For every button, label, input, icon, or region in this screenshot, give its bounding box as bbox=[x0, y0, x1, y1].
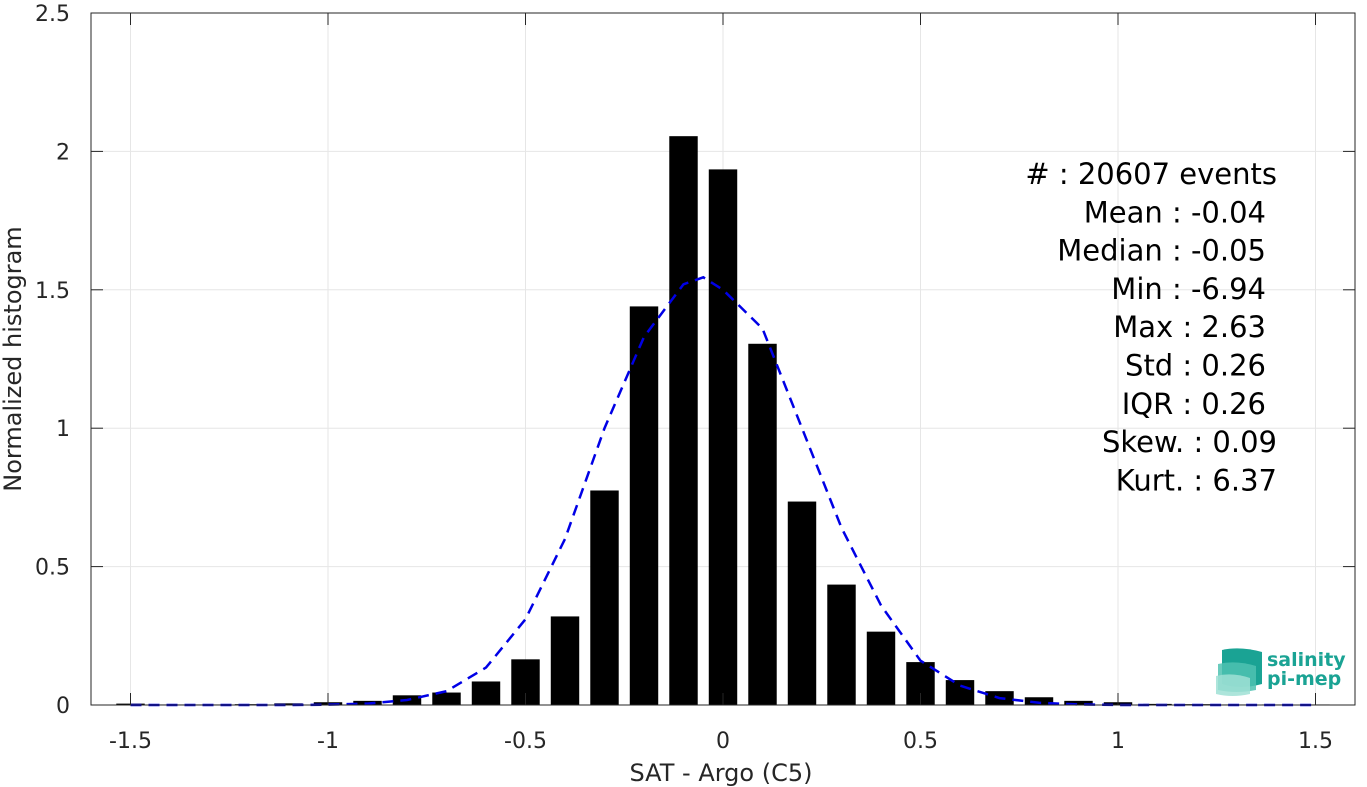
y-tick-label: 2.5 bbox=[35, 2, 70, 27]
y-tick-label: 1 bbox=[56, 417, 70, 442]
bar bbox=[432, 692, 461, 705]
stat-line: Max : 2.63 bbox=[1113, 310, 1266, 344]
x-tick-label: 0.5 bbox=[903, 729, 938, 754]
y-tick-labels: 0 0.5 1 1.5 2 2.5 bbox=[35, 2, 70, 719]
y-axis-label: Normalized histogram bbox=[0, 226, 27, 491]
y-tick-label: 2 bbox=[56, 140, 70, 165]
salinity-pimep-logo: salinity pi-mep bbox=[1216, 648, 1346, 696]
x-tick-label: -1.5 bbox=[109, 729, 152, 754]
bars bbox=[116, 136, 1330, 706]
bar bbox=[787, 501, 817, 705]
bar bbox=[629, 306, 659, 705]
x-tick-label: -0.5 bbox=[504, 729, 547, 754]
x-tick-label: 1.5 bbox=[1298, 729, 1333, 754]
axis-ticks bbox=[91, 12, 1355, 706]
bar bbox=[827, 584, 856, 705]
stat-line: Std : 0.26 bbox=[1125, 349, 1266, 383]
bar bbox=[274, 703, 303, 705]
stat-line: Median : -0.05 bbox=[1057, 234, 1266, 268]
stat-line: Kurt. : 6.37 bbox=[1116, 463, 1277, 497]
bar bbox=[708, 169, 738, 706]
bar bbox=[1064, 700, 1093, 705]
stat-line: Min : -6.94 bbox=[1111, 272, 1266, 306]
y-tick-label: 1.5 bbox=[35, 279, 70, 304]
bar bbox=[669, 136, 698, 705]
y-tick-label: 0.5 bbox=[35, 556, 70, 581]
logo-line2: pi-mep bbox=[1267, 668, 1341, 690]
stat-line: IQR : 0.26 bbox=[1122, 387, 1266, 421]
bar bbox=[471, 681, 501, 705]
bar bbox=[590, 490, 619, 705]
stat-line: Skew. : 0.09 bbox=[1102, 425, 1277, 459]
x-tick-labels: -1.5 -1 -0.5 0 0.5 1 1.5 bbox=[109, 729, 1333, 754]
x-tick-label: -1 bbox=[317, 729, 339, 754]
x-tick-label: 0 bbox=[716, 729, 730, 754]
bar bbox=[748, 343, 777, 705]
stat-line: Mean : -0.04 bbox=[1084, 195, 1266, 229]
y-tick-label: 0 bbox=[56, 694, 70, 719]
x-axis-label: SAT - Argo (C5) bbox=[630, 759, 813, 787]
bar bbox=[550, 616, 580, 705]
stat-line: # : 20607 events bbox=[1025, 157, 1277, 191]
logo-line1: salinity bbox=[1267, 649, 1346, 671]
stats-box: # : 20607 events Mean : -0.04 Median : -0.… bbox=[1025, 157, 1277, 497]
bar bbox=[1024, 697, 1054, 705]
bar bbox=[945, 680, 975, 705]
x-tick-label: 1 bbox=[1111, 729, 1125, 754]
bar bbox=[866, 631, 896, 705]
logo-mark-icon bbox=[1216, 648, 1262, 696]
